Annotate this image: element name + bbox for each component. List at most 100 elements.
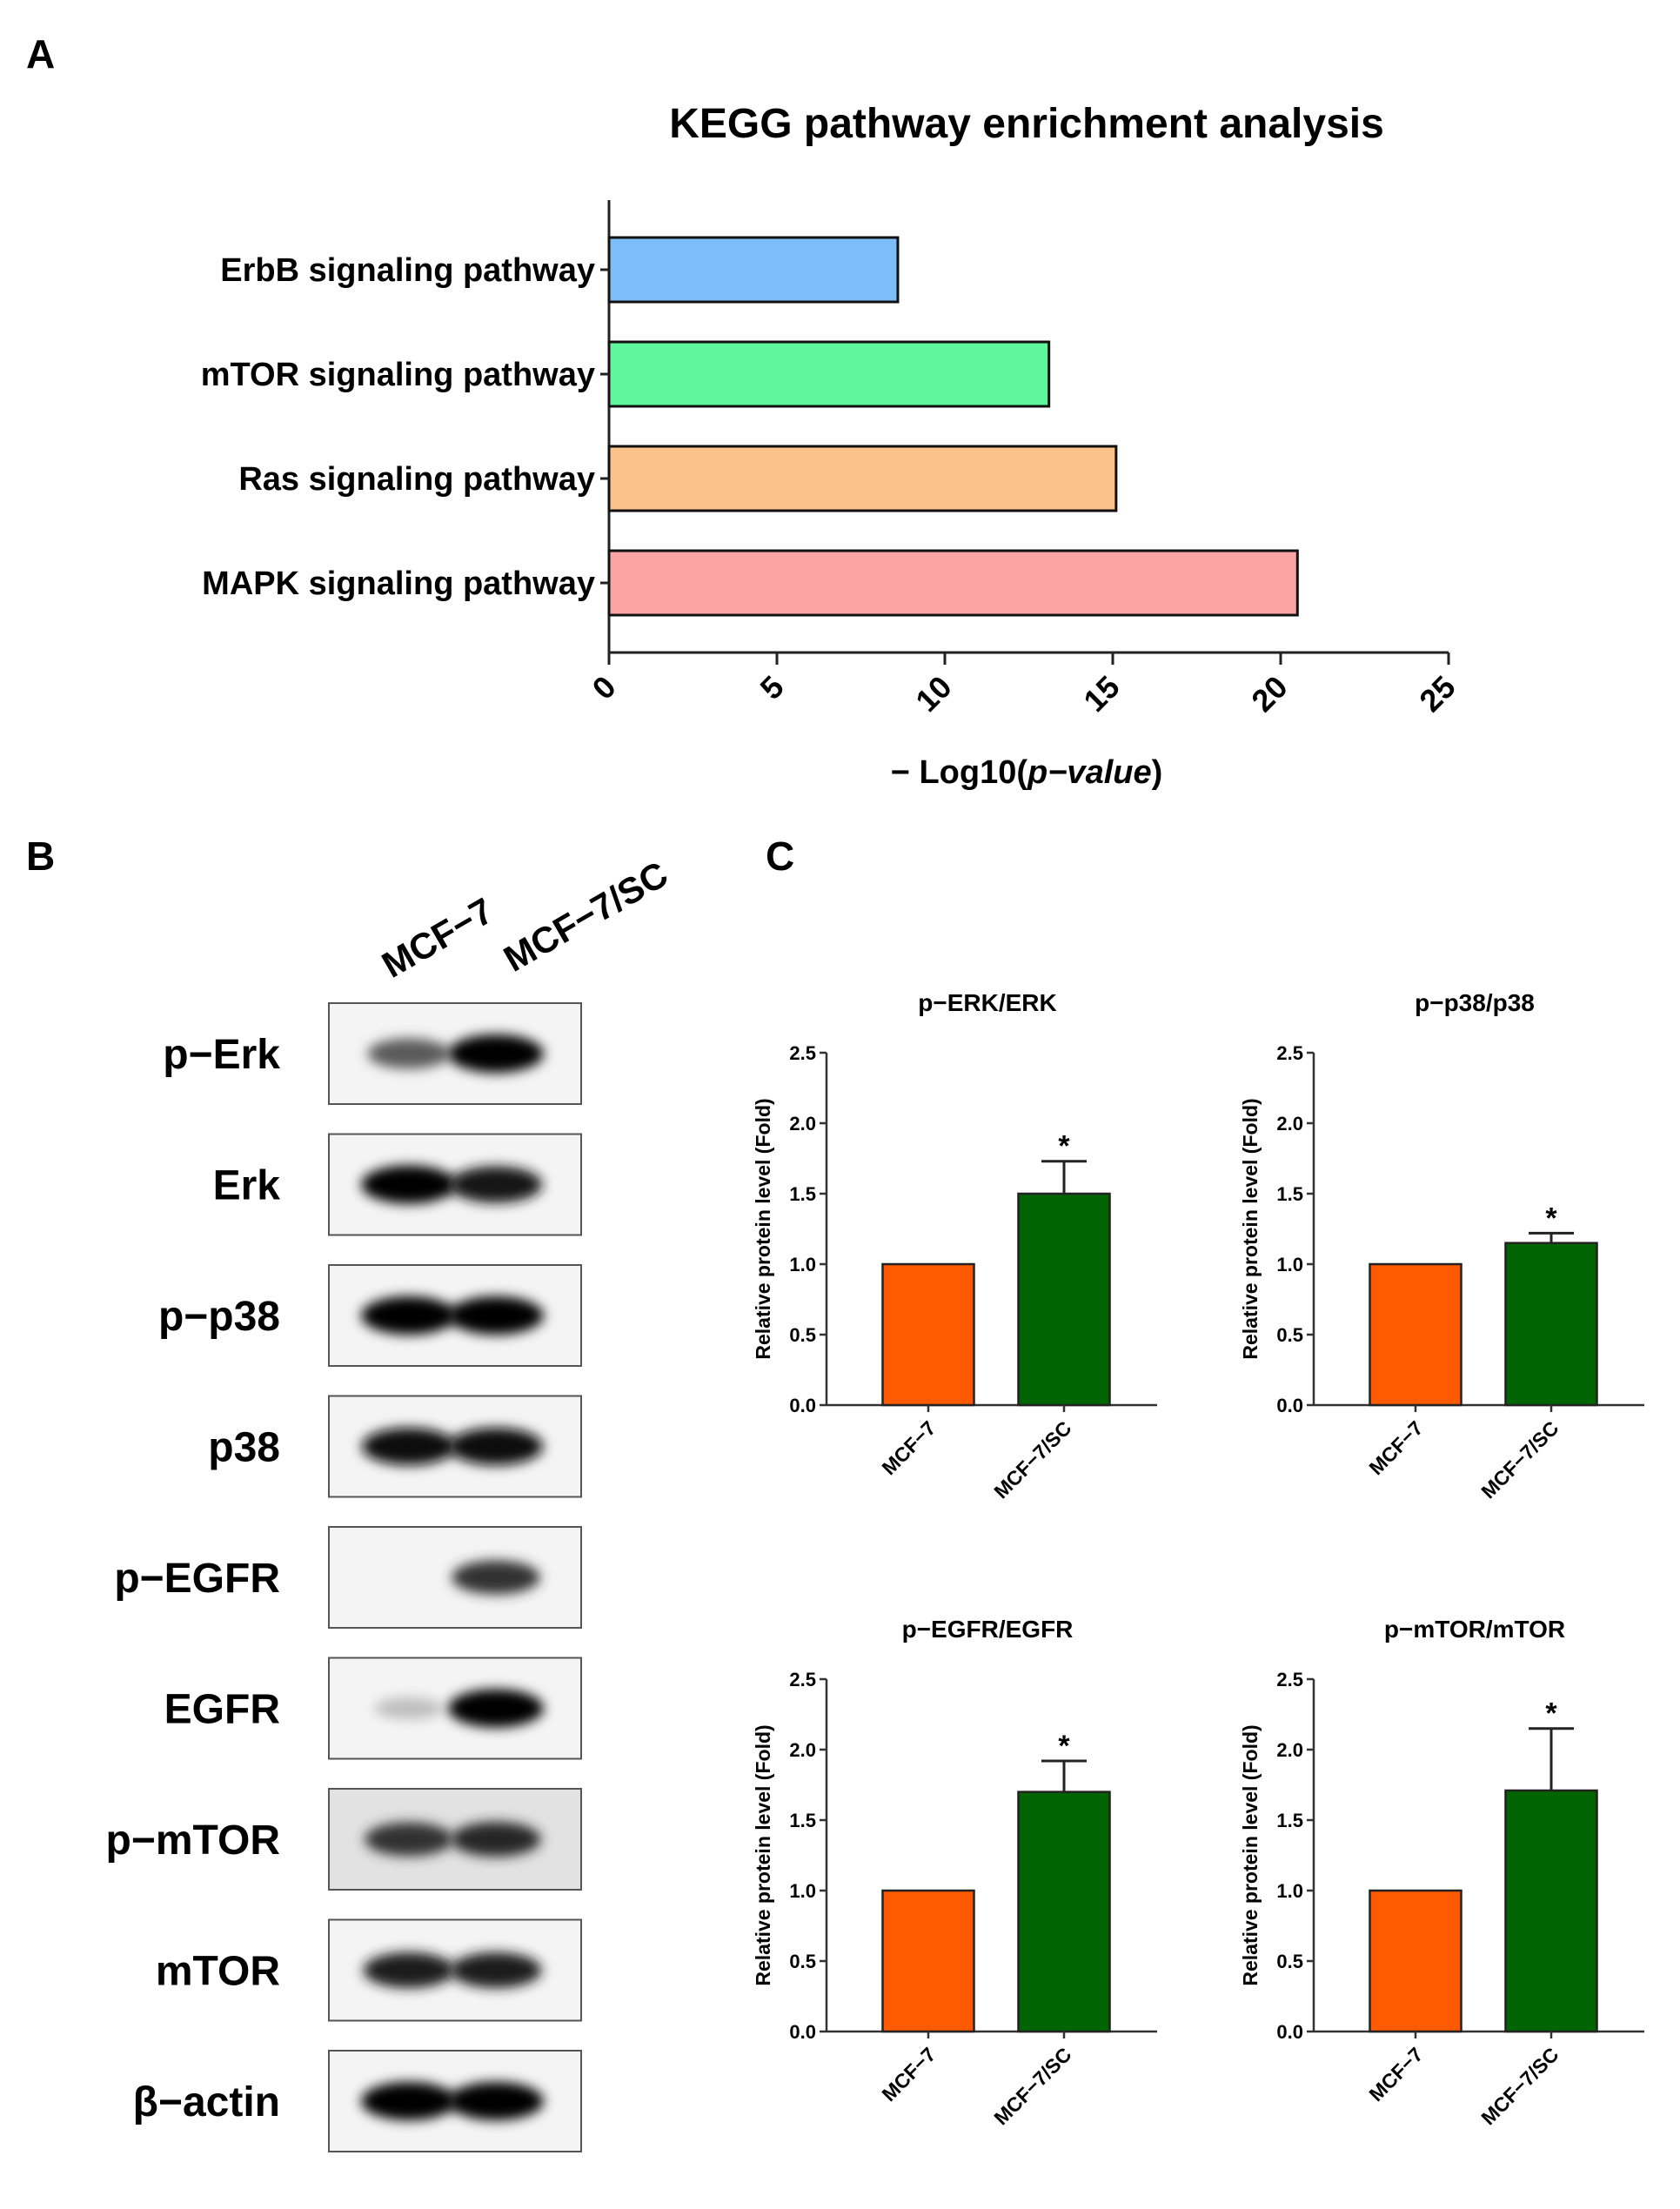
significance-marker: * — [1545, 1202, 1557, 1235]
bar-1 — [607, 340, 1051, 408]
blot-band — [363, 1952, 455, 1988]
y-tick-label: 2.5 — [1276, 1042, 1303, 1064]
y-axis-label: Relative protein level (Fold) — [752, 1724, 774, 1985]
blot-row: mTOR — [156, 1918, 582, 2022]
y-tick-label: 1.5 — [1276, 1810, 1303, 1831]
chart-pp38: p−p38/p38 0.0 0.5 1.0 1.5 2.0 2.5 Relative prot… — [1239, 989, 1644, 1503]
bar-1 — [1017, 1192, 1111, 1407]
x-tick-label: MCF−7 — [1364, 2043, 1427, 2105]
blot-band — [452, 1560, 540, 1595]
blot-band — [448, 1428, 544, 1465]
chart-title: p−mTOR/mTOR — [1384, 1616, 1565, 1643]
chart-title: p−EGFR/EGFR — [902, 1616, 1074, 1643]
y-tick-label: 0.5 — [789, 1324, 816, 1346]
kegg-enrichment-chart: KEGG pathway enrichment analysis ErbB si… — [201, 101, 1462, 791]
bar-1 — [1017, 1791, 1111, 2033]
bar-1 — [1504, 1242, 1598, 1407]
x-tick-label: MCF−7 — [877, 1416, 940, 1479]
panel-label-a: A — [26, 31, 55, 77]
lane-label-mcf7-sc: MCF−7/SC — [497, 853, 674, 980]
blot-row-label: p−Erk — [163, 1032, 280, 1078]
blot-band — [448, 1689, 544, 1728]
y-tick-label: 1.0 — [1276, 1880, 1303, 1902]
y-tick-label: 2.0 — [789, 1113, 816, 1135]
y-tick-label: 2.5 — [789, 1042, 816, 1064]
blot-band — [448, 2082, 544, 2120]
blot-band — [361, 1296, 457, 1335]
blot-row: β−actin — [133, 2050, 582, 2152]
western-blot-panel: MCF−7 MCF−7/SC p−Erk Erk p−p38 p38 p−EGFR EGF… — [106, 853, 674, 2152]
bar-0 — [881, 1889, 975, 2033]
blot-row-label: mTOR — [156, 1949, 280, 1995]
x-tick-label: MCF−7/SC — [989, 2043, 1075, 2129]
category-label: mTOR signaling pathway — [201, 357, 595, 393]
x-tick-label: MCF−7 — [1364, 1416, 1427, 1479]
blot-band — [451, 1822, 541, 1857]
chart-title: p−p38/p38 — [1415, 989, 1535, 1016]
significance-marker: * — [1058, 1130, 1070, 1163]
y-tick-label: 1.5 — [789, 1810, 816, 1831]
blot-band — [361, 2082, 457, 2120]
panel-label-b: B — [26, 833, 55, 879]
blot-band — [450, 1952, 542, 1988]
category-label: ErbB signaling pathway — [220, 252, 595, 289]
x-tick-label: MCF−7/SC — [1476, 2043, 1563, 2129]
blot-row: Erk — [213, 1133, 582, 1236]
blot-row: p38 — [208, 1395, 582, 1498]
blot-band — [361, 1428, 457, 1465]
blot-row-label: p−EGFR — [114, 1556, 280, 1602]
blot-row: EGFR — [164, 1657, 582, 1760]
blot-band — [448, 1034, 544, 1073]
y-tick-label: 0.0 — [1276, 2021, 1303, 2043]
blot-row-label: p38 — [208, 1425, 280, 1471]
significance-marker: * — [1058, 1730, 1070, 1763]
y-tick-label: 0.0 — [1276, 1395, 1303, 1416]
y-axis-label: Relative protein level (Fold) — [752, 1098, 774, 1359]
blot-row: p−EGFR — [114, 1526, 582, 1629]
x-tick-label: MCF−7/SC — [989, 1416, 1075, 1503]
x-tick-label: 20 — [1244, 669, 1294, 719]
blot-row: p−Erk — [163, 1002, 582, 1105]
y-tick-label: 1.0 — [789, 1880, 816, 1902]
bar-2 — [607, 445, 1118, 512]
x-tick-label: 5 — [753, 669, 791, 706]
x-tick-label: 0 — [586, 669, 623, 706]
bar-0 — [1369, 1262, 1462, 1407]
y-tick-label: 1.5 — [789, 1183, 816, 1205]
bar-3 — [607, 549, 1299, 617]
y-tick-label: 2.5 — [1276, 1669, 1303, 1690]
bar-0 — [1369, 1889, 1462, 2033]
blot-row-label: p−mTOR — [106, 1817, 280, 1864]
protein-level-charts: p−ERK/ERK 0.0 0.5 1.0 1.5 2.0 2.5 Relative prot… — [752, 989, 1644, 2129]
lane-label-mcf7: MCF−7 — [375, 890, 500, 986]
chart-pmtor: p−mTOR/mTOR 0.0 0.5 1.0 1.5 2.0 2.5 Relative pr… — [1239, 1616, 1644, 2129]
x-tick-label: 25 — [1412, 669, 1462, 719]
x-axis-label: − Log10(p−value) — [891, 754, 1163, 791]
chart-perk: p−ERK/ERK 0.0 0.5 1.0 1.5 2.0 2.5 Relative prot… — [752, 989, 1157, 1503]
category-label: MAPK signaling pathway — [202, 566, 595, 602]
blot-row-label: EGFR — [164, 1687, 280, 1733]
x-tick-label: 10 — [908, 669, 958, 719]
y-axis-label: Relative protein level (Fold) — [1239, 1724, 1262, 1985]
y-tick-label: 0.0 — [789, 2021, 816, 2043]
x-tick-label: 15 — [1076, 669, 1126, 719]
blot-band — [365, 1822, 453, 1857]
blot-band — [449, 1166, 543, 1203]
y-tick-label: 0.0 — [789, 1395, 816, 1416]
blot-row-label: β−actin — [133, 2079, 280, 2125]
y-tick-label: 2.0 — [789, 1739, 816, 1761]
blot-row: p−mTOR — [106, 1788, 582, 1891]
blot-row-label: Erk — [213, 1163, 281, 1209]
y-tick-label: 2.0 — [1276, 1739, 1303, 1761]
y-tick-label: 1.0 — [1276, 1254, 1303, 1275]
x-tick-label: MCF−7 — [877, 2043, 940, 2105]
blot-band — [374, 1697, 444, 1719]
y-tick-label: 0.5 — [1276, 1324, 1303, 1346]
chart-pegfr: p−EGFR/EGFR 0.0 0.5 1.0 1.5 2.0 2.5 Relative pr… — [752, 1616, 1157, 2129]
y-axis-label: Relative protein level (Fold) — [1239, 1098, 1262, 1359]
x-tick-label: MCF−7/SC — [1476, 1416, 1563, 1503]
y-tick-label: 0.5 — [789, 1951, 816, 1972]
bar-0 — [881, 1262, 975, 1407]
y-tick-label: 2.5 — [789, 1669, 816, 1690]
